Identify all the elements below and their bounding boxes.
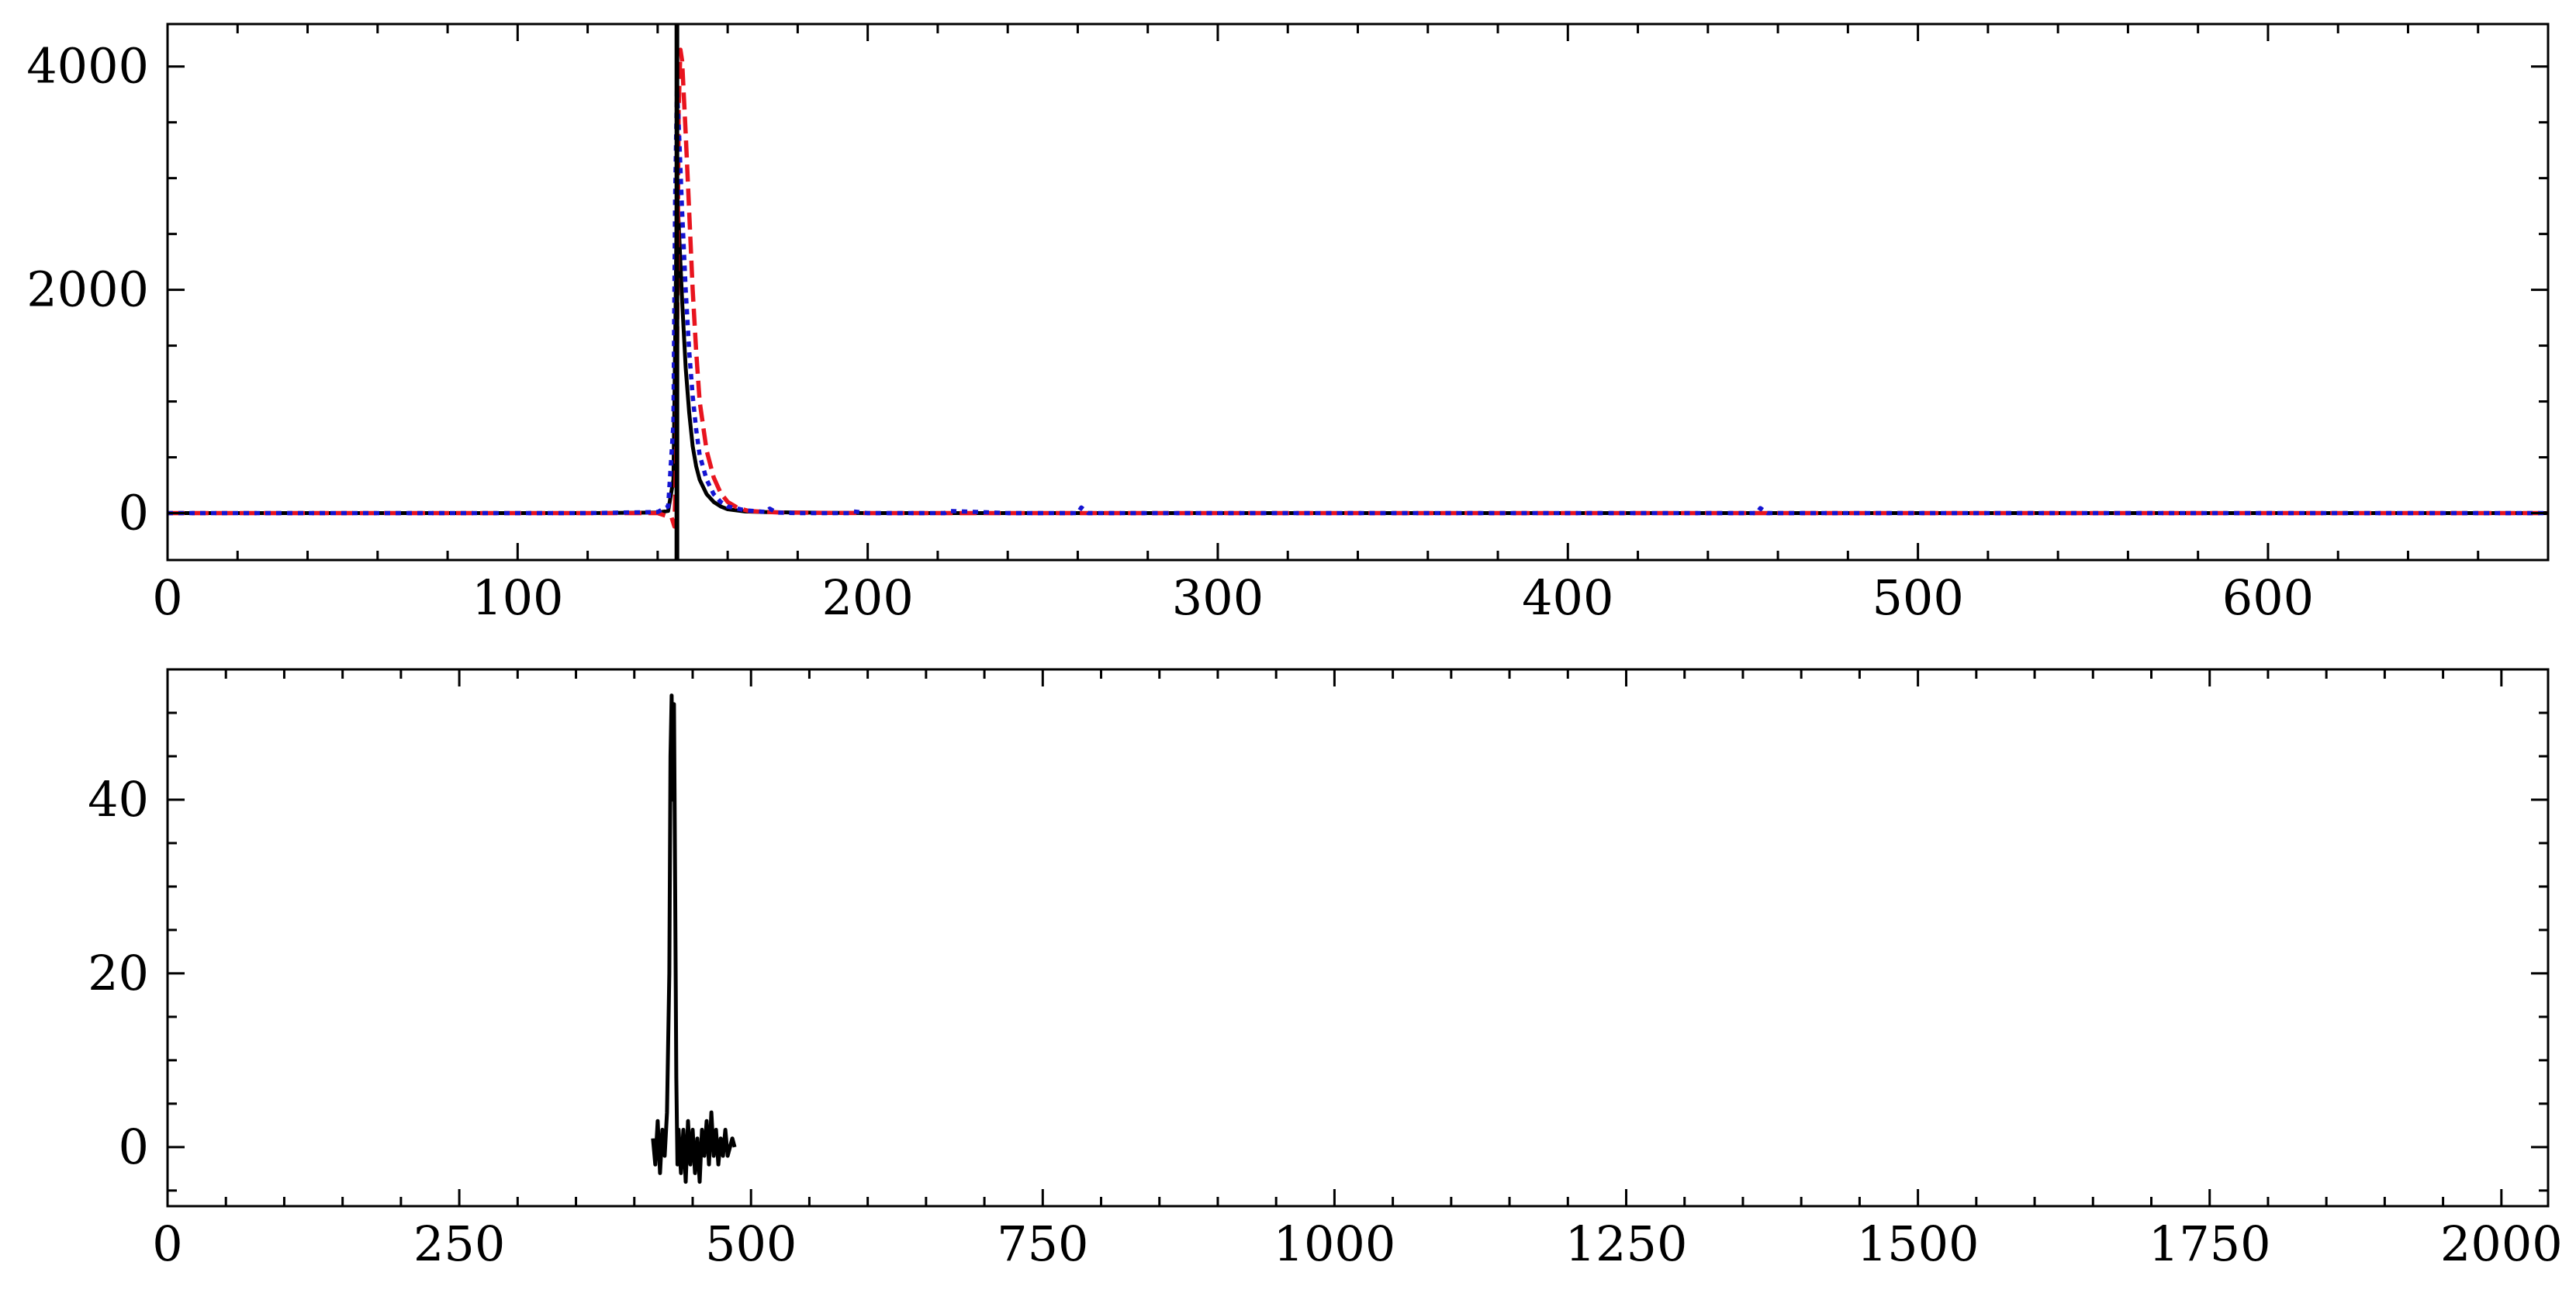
x-tick-label: 1250: [1565, 1215, 1688, 1272]
series-line-0: [651, 693, 737, 1184]
x-tick-label: 250: [413, 1215, 505, 1272]
x-tick-label: 750: [997, 1215, 1088, 1272]
y-tick-label: 4000: [26, 38, 149, 95]
x-tick-label: 500: [1872, 569, 1963, 626]
x-tick-label: 200: [821, 569, 913, 626]
top-panel: 0 100 200 300 400 500 600 0 2000 4000: [26, 22, 2550, 626]
plot-content: [168, 24, 2548, 560]
y-tick-label: 0: [119, 1119, 149, 1175]
x-tick-label: 1500: [1857, 1215, 1980, 1272]
x-tick-label: 600: [2222, 569, 2314, 626]
plot-area: [168, 669, 2548, 1206]
plot-area: [168, 24, 2548, 560]
plot-content: [651, 693, 737, 1184]
x-tick-label: 0: [152, 569, 182, 626]
x-tick-label: 300: [1172, 569, 1264, 626]
bottom-panel: 0 250 500 750 1000 1250 1500 1750 2000 0 20 40: [88, 668, 2563, 1272]
x-tick-label: 2000: [2440, 1215, 2563, 1272]
y-tick-label: 20: [88, 945, 149, 1001]
y-tick-label: 2000: [26, 261, 149, 318]
axes-frame: [166, 22, 2550, 562]
y-tick-label: 0: [119, 485, 149, 541]
x-tick-label: 100: [472, 569, 563, 626]
x-tick-label: 1000: [1274, 1215, 1396, 1272]
x-tick-label: 0: [152, 1215, 182, 1272]
x-tick-label: 500: [705, 1215, 797, 1272]
y-tick-label: 40: [88, 771, 149, 828]
series-line-1: [168, 47, 2548, 529]
x-tick-label: 400: [1522, 569, 1613, 626]
axes-frame: [166, 668, 2550, 1208]
x-tick-label: 1750: [2149, 1215, 2271, 1272]
